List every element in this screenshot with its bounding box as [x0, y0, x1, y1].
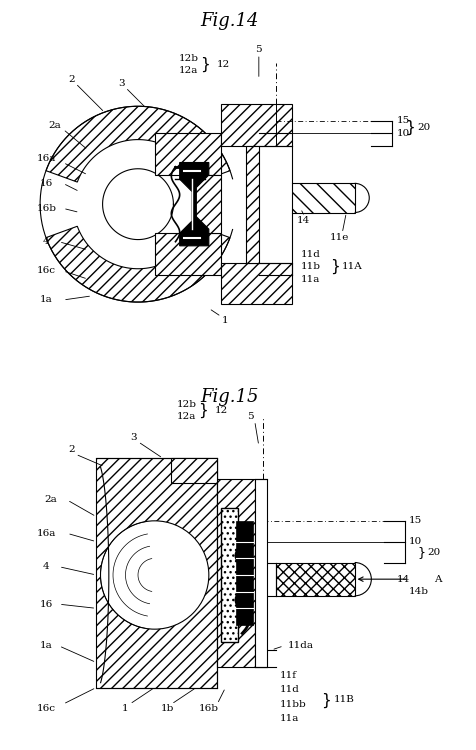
Polygon shape — [192, 175, 221, 233]
Text: 1b: 1b — [160, 704, 174, 712]
Text: 12b: 12b — [178, 54, 198, 63]
Text: 12: 12 — [217, 60, 230, 69]
Text: 12a: 12a — [179, 66, 198, 75]
Text: 1: 1 — [222, 316, 229, 326]
Text: 11a: 11a — [300, 274, 320, 284]
Text: 3: 3 — [118, 79, 125, 88]
Text: 11e: 11e — [330, 233, 349, 242]
Text: 15: 15 — [409, 516, 422, 525]
Text: 16c: 16c — [37, 266, 56, 275]
Text: 14: 14 — [297, 216, 309, 225]
Text: }: } — [330, 259, 339, 274]
Text: 3: 3 — [130, 433, 137, 442]
Polygon shape — [96, 458, 217, 688]
Text: 10: 10 — [397, 129, 409, 138]
Text: 16: 16 — [40, 178, 53, 188]
Text: 16: 16 — [40, 600, 53, 609]
Text: 2a: 2a — [48, 121, 61, 130]
Polygon shape — [155, 134, 221, 175]
Text: 4: 4 — [43, 237, 50, 246]
Text: 11da: 11da — [288, 641, 314, 650]
Text: 14b: 14b — [409, 587, 429, 596]
Polygon shape — [217, 479, 255, 667]
Text: }: } — [405, 119, 415, 135]
Text: 11B: 11B — [334, 695, 355, 704]
Text: 16a: 16a — [37, 529, 56, 538]
Text: 5: 5 — [247, 413, 254, 422]
Text: 12a: 12a — [177, 413, 196, 422]
Polygon shape — [221, 104, 292, 146]
Text: 2: 2 — [68, 75, 75, 84]
Text: 11A: 11A — [342, 262, 363, 272]
Text: 15: 15 — [397, 116, 409, 125]
Text: 2a: 2a — [44, 496, 57, 505]
Text: 14: 14 — [397, 574, 409, 584]
Text: }: } — [198, 403, 208, 418]
Text: Fig.14: Fig.14 — [200, 13, 259, 31]
Text: }: } — [200, 57, 210, 72]
Text: 16a: 16a — [37, 154, 56, 163]
Text: 11d: 11d — [300, 250, 320, 259]
Text: 1: 1 — [122, 704, 129, 712]
Text: 11d: 11d — [280, 685, 299, 694]
Text: 11bb: 11bb — [280, 700, 307, 709]
Text: 5: 5 — [256, 46, 262, 55]
Polygon shape — [247, 146, 259, 262]
Text: 11a: 11a — [280, 714, 299, 723]
Polygon shape — [46, 226, 230, 302]
Polygon shape — [171, 458, 217, 483]
Polygon shape — [255, 479, 267, 667]
Text: 12b: 12b — [176, 400, 196, 409]
Text: 1a: 1a — [40, 296, 53, 304]
Polygon shape — [179, 163, 209, 246]
Text: 20: 20 — [427, 548, 441, 556]
Text: 16b: 16b — [36, 204, 56, 213]
Text: }: } — [417, 545, 425, 559]
Polygon shape — [155, 233, 221, 275]
Polygon shape — [221, 262, 292, 305]
Circle shape — [100, 520, 209, 629]
Text: 11b: 11b — [300, 262, 320, 272]
Polygon shape — [221, 509, 238, 642]
Polygon shape — [236, 520, 253, 625]
Text: 1a: 1a — [40, 641, 53, 650]
Text: Fig.15: Fig.15 — [200, 388, 259, 406]
Text: 20: 20 — [417, 122, 430, 131]
Text: 4: 4 — [43, 562, 50, 572]
Text: 10: 10 — [409, 537, 422, 546]
Text: 2: 2 — [68, 446, 75, 454]
Text: 16b: 16b — [199, 704, 219, 712]
Text: }: } — [321, 692, 331, 707]
Text: 16c: 16c — [37, 704, 56, 712]
Polygon shape — [46, 106, 230, 182]
Text: A: A — [434, 574, 441, 584]
Text: 12: 12 — [215, 406, 228, 415]
Text: 11f: 11f — [280, 670, 297, 680]
Polygon shape — [276, 562, 355, 596]
Polygon shape — [292, 183, 355, 212]
